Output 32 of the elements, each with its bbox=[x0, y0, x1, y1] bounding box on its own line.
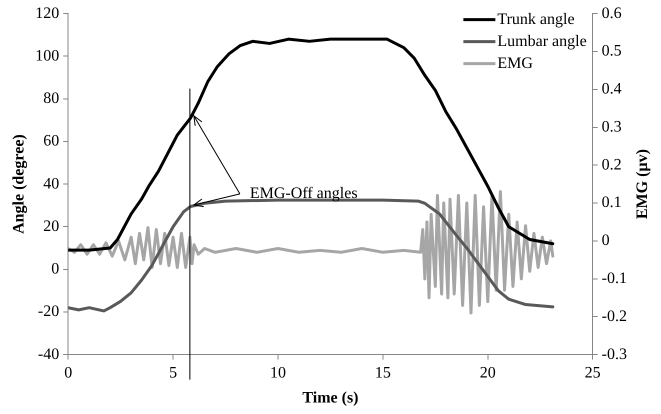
y-tick-label: 80 bbox=[43, 90, 60, 108]
y-tick-label: 120 bbox=[35, 4, 60, 22]
y2-tick-label: 0.1 bbox=[602, 194, 622, 212]
y-tick-label: 100 bbox=[35, 47, 60, 64]
x-tick-label: 20 bbox=[480, 364, 496, 382]
x-tick-label: 10 bbox=[270, 364, 286, 382]
x-tick-label: 0 bbox=[64, 364, 72, 382]
y2-tick-label: 0.5 bbox=[602, 42, 622, 60]
y-axis-title: Angle (degree) bbox=[10, 134, 28, 234]
x-tick-label: 15 bbox=[374, 364, 391, 382]
y2-tick-label: -0.1 bbox=[602, 270, 627, 288]
x-axis-title: Time (s) bbox=[302, 390, 359, 407]
y2-tick-label: 0 bbox=[602, 232, 610, 250]
legend-label: Trunk angle bbox=[497, 10, 575, 28]
annotation: EMG-Off angles bbox=[250, 185, 358, 202]
y2-tick-label: -0.2 bbox=[602, 308, 627, 325]
legend-label: Lumbar angle bbox=[497, 32, 587, 50]
y2-axis-title: EMG (µv) bbox=[634, 149, 652, 220]
y2-tick-label: -0.3 bbox=[602, 346, 627, 363]
y2-tick-label: 0.2 bbox=[602, 156, 622, 174]
y-tick-label: 60 bbox=[43, 132, 60, 150]
y2-tick-label: 0.6 bbox=[602, 4, 622, 22]
y-tick-label: 20 bbox=[43, 218, 60, 235]
y-tick-label: -40 bbox=[38, 346, 60, 363]
y2-tick-label: 0.4 bbox=[602, 80, 622, 98]
x-tick-label: 25 bbox=[584, 364, 601, 382]
x-tick-label: 5 bbox=[169, 364, 178, 382]
y2-tick-label: 0.3 bbox=[602, 118, 622, 136]
y-tick-label: 40 bbox=[43, 175, 60, 192]
y-tick-label: 0 bbox=[51, 260, 60, 278]
y-tick-label: -20 bbox=[38, 303, 60, 320]
legend-label: EMG bbox=[497, 54, 534, 72]
